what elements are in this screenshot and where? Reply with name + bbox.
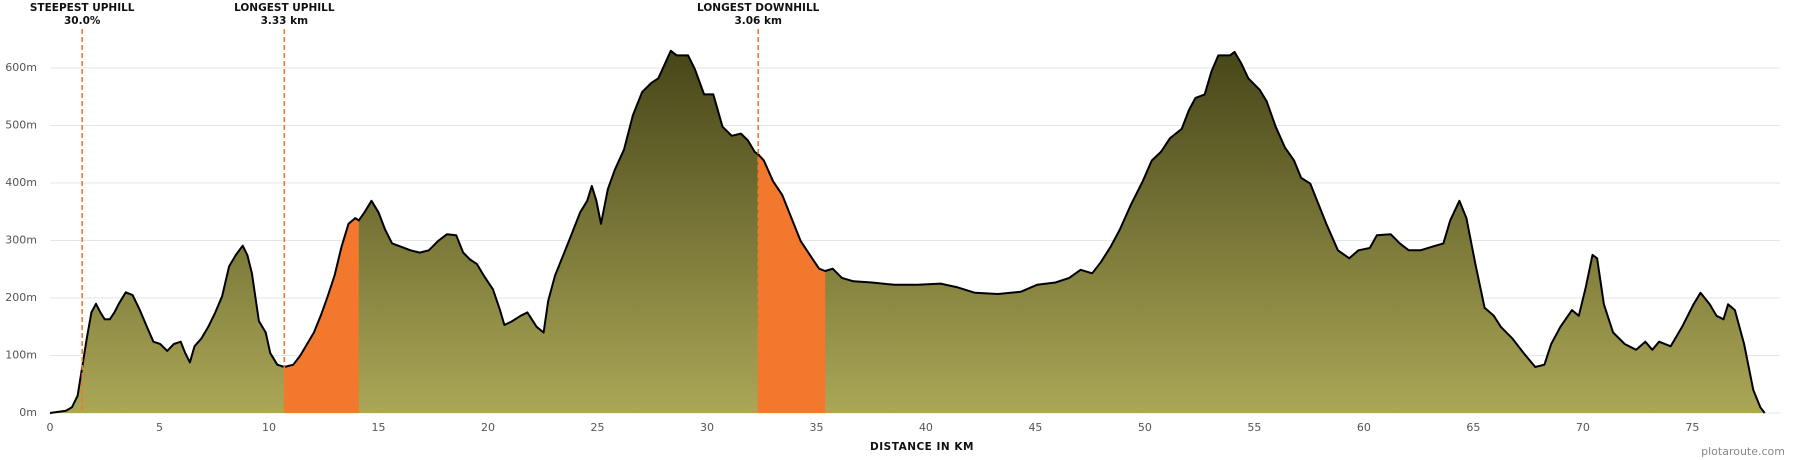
annotation-title: LONGEST DOWNHILL <box>697 2 820 14</box>
x-tick-label: 35 <box>809 421 823 434</box>
y-tick-label: 500m <box>5 119 37 132</box>
elevation-line <box>49 49 1766 414</box>
x-axis-label: DISTANCE IN KM <box>870 441 974 453</box>
x-tick-label: 0 <box>47 421 54 434</box>
x-tick-label: 70 <box>1576 421 1590 434</box>
y-tick-label: 300m <box>5 234 37 247</box>
y-tick-label: 100m <box>5 349 37 362</box>
x-tick-label: 60 <box>1357 421 1371 434</box>
annotation-title: LONGEST UPHILL <box>234 2 335 14</box>
x-tick-label: 5 <box>156 421 163 434</box>
y-tick-label: 600m <box>5 61 37 74</box>
x-tick-label: 50 <box>1138 421 1152 434</box>
x-tick-label: 25 <box>590 421 604 434</box>
annotation-value: 3.06 km <box>734 15 782 27</box>
annotation-value: 30.0% <box>64 15 101 27</box>
x-tick-label: 75 <box>1685 421 1699 434</box>
elevation-area <box>50 50 1765 414</box>
x-tick-label: 55 <box>1247 421 1261 434</box>
x-tick-label: 65 <box>1466 421 1480 434</box>
x-tick-label: 15 <box>371 421 385 434</box>
annotation-value: 3.33 km <box>261 15 309 27</box>
watermark: plotaroute.com <box>1701 445 1785 458</box>
highlight-segment <box>758 154 826 413</box>
x-tick-label: 40 <box>919 421 933 434</box>
y-tick-label: 0m <box>19 406 37 419</box>
x-tick-label: 30 <box>700 421 714 434</box>
x-tick-label: 10 <box>262 421 276 434</box>
x-tick-label: 20 <box>481 421 495 434</box>
y-tick-label: 200m <box>5 291 37 304</box>
x-tick-label: 45 <box>1028 421 1042 434</box>
y-tick-label: 400m <box>5 176 37 189</box>
annotation-title: STEEPEST UPHILL <box>30 2 135 14</box>
